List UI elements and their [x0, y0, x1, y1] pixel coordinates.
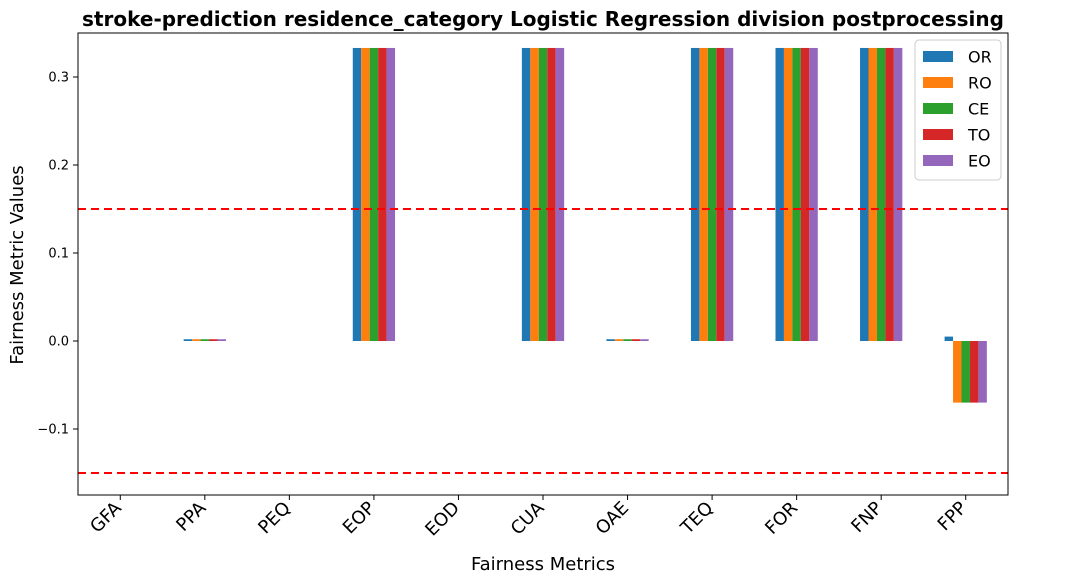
- bar-ce-cua: [538, 47, 548, 342]
- bar-to-fpp: [969, 341, 979, 403]
- y-tick-label: 0.1: [48, 247, 69, 262]
- bar-to-for: [800, 47, 810, 342]
- bars-group: [183, 47, 987, 403]
- legend-label-or: OR: [968, 48, 992, 67]
- bar-ce-teq: [707, 47, 717, 342]
- bar-ce-oae: [623, 339, 632, 341]
- y-tick-label: −0.1: [37, 423, 69, 438]
- bar-eo-eop: [386, 47, 396, 342]
- bar-ro-ppa: [192, 339, 201, 341]
- bar-ro-eop: [361, 47, 370, 342]
- bar-to-cua: [547, 47, 556, 342]
- bar-or-oae: [606, 339, 615, 341]
- bar-to-ppa: [209, 339, 218, 341]
- bar-ro-for: [783, 47, 793, 342]
- bar-ro-fpp: [953, 341, 962, 403]
- bar-ro-fnp: [868, 47, 877, 342]
- legend-label-eo: EO: [968, 152, 991, 171]
- legend-swatch-or: [923, 51, 953, 62]
- x-tick-label-oae: OAE: [592, 498, 633, 539]
- legend-swatch-ro: [923, 77, 953, 88]
- bar-eo-fpp: [978, 341, 987, 403]
- bar-or-fnp: [860, 47, 869, 342]
- bar-to-oae: [631, 339, 641, 341]
- x-axis-label: Fairness Metrics: [471, 554, 615, 575]
- x-tick-label-peq: PEQ: [254, 498, 295, 539]
- bar-or-for: [775, 47, 784, 342]
- y-tick-label: 0.3: [48, 71, 69, 86]
- bar-eo-cua: [555, 47, 565, 342]
- bar-ce-ppa: [200, 339, 210, 341]
- legend-label-ro: RO: [968, 74, 992, 93]
- x-tick-label-eop: EOP: [339, 498, 380, 539]
- bar-eo-ppa: [217, 339, 226, 341]
- y-axis-label: Fairness Metric Values: [7, 165, 28, 364]
- x-axis-ticks: GFA PPA PEQ EOP EOD CUA OAE TEQ FOR FNP FPP: [86, 495, 971, 540]
- legend-swatch-ce: [923, 103, 953, 114]
- legend-label-to: TO: [967, 126, 990, 145]
- bar-or-ppa: [183, 339, 193, 341]
- bar-ce-fpp: [961, 341, 970, 403]
- legend-swatch-to: [923, 129, 953, 140]
- y-tick-label: 0.0: [48, 335, 69, 350]
- plot-frame: [77, 32, 1009, 496]
- bar-ro-oae: [614, 339, 624, 341]
- legend-label-ce: CE: [968, 100, 989, 119]
- x-tick-label-ppa: PPA: [172, 497, 211, 536]
- x-tick-label-for: FOR: [761, 498, 802, 539]
- bar-to-fnp: [885, 47, 894, 342]
- bar-to-teq: [716, 47, 725, 342]
- bar-to-eop: [378, 47, 387, 342]
- bar-ce-for: [792, 47, 801, 342]
- bar-eo-teq: [724, 47, 734, 342]
- bar-ce-fnp: [876, 47, 886, 342]
- bar-ro-teq: [699, 47, 708, 342]
- x-tick-label-fpp: FPP: [934, 498, 972, 536]
- bar-or-cua: [521, 47, 531, 342]
- legend: OR RO CE TO EO: [914, 39, 1002, 181]
- bar-or-eop: [352, 47, 362, 342]
- x-tick-label-gfa: GFA: [86, 497, 126, 537]
- x-tick-label-eod: EOD: [421, 498, 464, 541]
- chart-title: stroke-prediction residence_category Log…: [82, 7, 1004, 31]
- bar-ro-cua: [530, 47, 539, 342]
- legend-swatch-eo: [923, 155, 953, 166]
- bar-eo-fnp: [893, 47, 903, 342]
- bar-eo-for: [809, 47, 818, 342]
- y-axis-ticks: −0.1 0.0 0.1 0.2 0.3: [37, 71, 78, 438]
- x-tick-label-teq: TEQ: [676, 498, 717, 539]
- bar-eo-oae: [640, 339, 649, 341]
- threshold-lines: [78, 208, 1008, 474]
- bar-or-teq: [690, 47, 700, 342]
- bar-ce-eop: [369, 47, 379, 342]
- x-tick-label-cua: CUA: [507, 497, 549, 539]
- x-tick-label-fnp: FNP: [847, 498, 886, 537]
- bar-or-fpp: [944, 336, 954, 341]
- y-tick-label: 0.2: [48, 159, 69, 174]
- legend-box: [914, 39, 1002, 181]
